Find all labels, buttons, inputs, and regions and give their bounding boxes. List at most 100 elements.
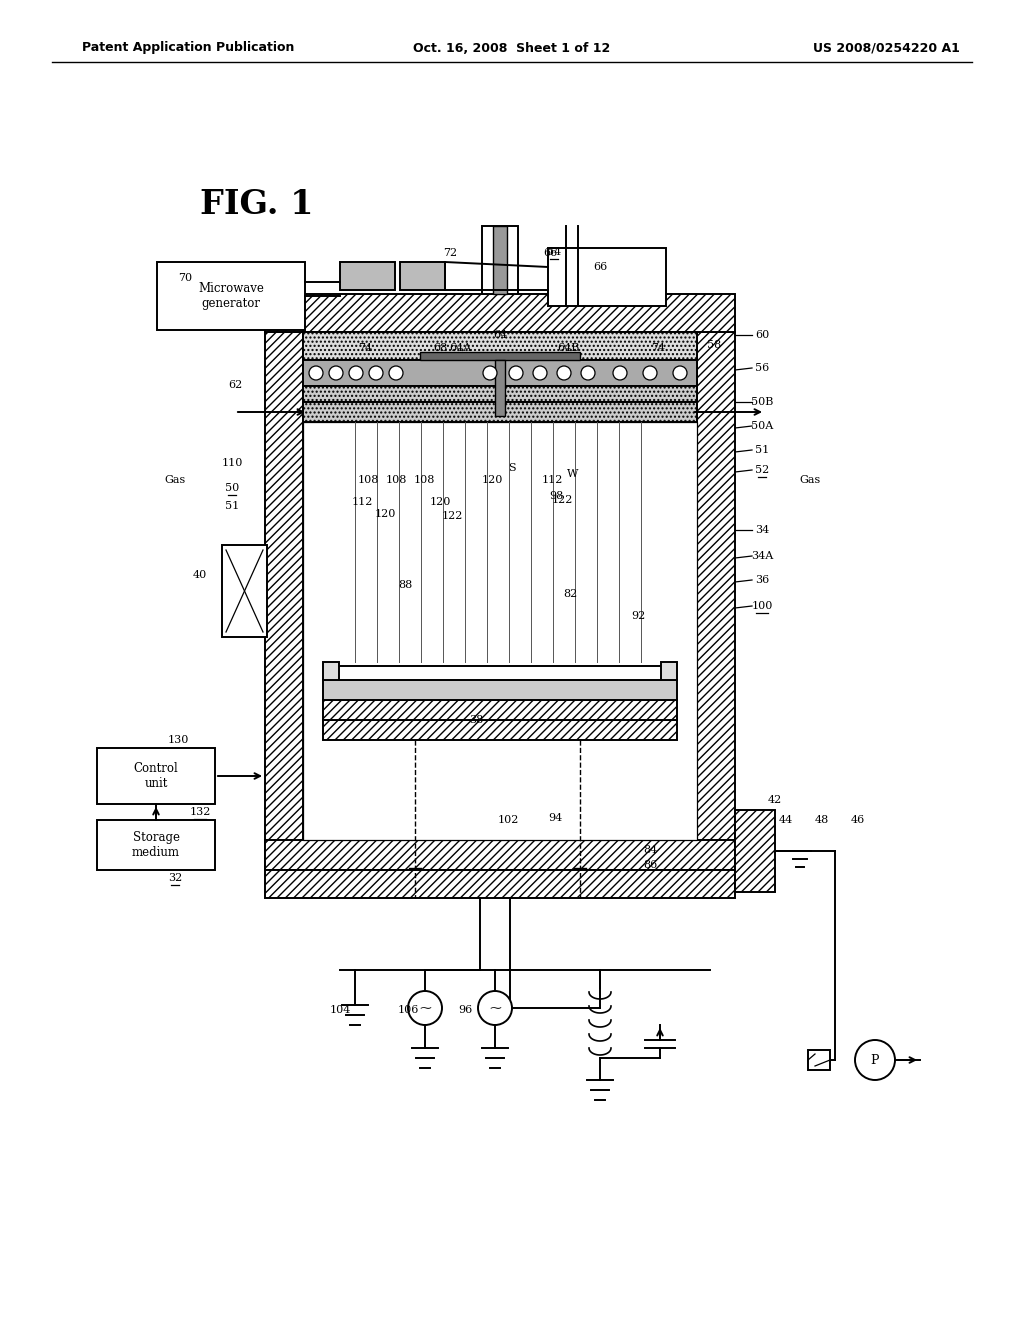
Text: 36: 36 xyxy=(755,576,769,585)
Text: 51: 51 xyxy=(225,502,240,511)
Bar xyxy=(482,226,518,294)
Text: 74: 74 xyxy=(651,343,665,352)
Text: 44: 44 xyxy=(779,814,794,825)
Text: 84: 84 xyxy=(643,845,657,855)
Text: 38: 38 xyxy=(469,715,483,725)
Text: W: W xyxy=(567,469,579,479)
Bar xyxy=(265,870,735,898)
Bar xyxy=(493,226,507,294)
Bar xyxy=(323,700,677,719)
Text: 34: 34 xyxy=(755,525,769,535)
Text: ~: ~ xyxy=(418,999,432,1016)
Bar xyxy=(303,422,697,840)
Text: 32: 32 xyxy=(168,873,182,883)
Text: 70: 70 xyxy=(178,273,193,282)
Bar xyxy=(735,810,775,892)
Text: Microwave
generator: Microwave generator xyxy=(198,282,264,310)
Bar xyxy=(265,333,303,870)
Text: 62: 62 xyxy=(228,380,242,389)
Text: 58: 58 xyxy=(707,341,721,350)
Text: 112: 112 xyxy=(351,498,373,507)
Text: P: P xyxy=(870,1053,880,1067)
Circle shape xyxy=(389,366,403,380)
Text: 108: 108 xyxy=(414,475,434,484)
Circle shape xyxy=(673,366,687,380)
Text: 102: 102 xyxy=(498,814,519,825)
Circle shape xyxy=(408,991,442,1026)
Text: ~: ~ xyxy=(488,999,502,1016)
Text: 60: 60 xyxy=(755,330,769,341)
Text: Patent Application Publication: Patent Application Publication xyxy=(82,41,294,54)
Text: 132: 132 xyxy=(189,807,211,817)
Text: 88: 88 xyxy=(398,579,412,590)
Text: 120: 120 xyxy=(429,498,451,507)
Bar xyxy=(222,545,267,638)
Bar xyxy=(265,294,735,333)
Text: 120: 120 xyxy=(481,475,503,484)
Bar xyxy=(157,261,305,330)
Bar xyxy=(303,360,697,385)
Bar xyxy=(338,667,662,680)
Circle shape xyxy=(478,991,512,1026)
Circle shape xyxy=(509,366,523,380)
Bar xyxy=(662,663,677,680)
Text: Control
unit: Control unit xyxy=(133,762,178,789)
Bar xyxy=(400,261,445,290)
Text: 51: 51 xyxy=(755,445,769,455)
Text: 94: 94 xyxy=(548,813,562,822)
Text: Gas: Gas xyxy=(165,475,185,484)
Bar xyxy=(97,820,215,870)
Text: 108: 108 xyxy=(385,475,407,484)
Bar xyxy=(303,333,697,360)
Bar xyxy=(548,248,666,306)
Text: 64: 64 xyxy=(493,330,507,341)
Text: 110: 110 xyxy=(221,458,243,469)
Text: 66: 66 xyxy=(593,261,607,272)
Text: 64B: 64B xyxy=(557,343,580,352)
Circle shape xyxy=(369,366,383,380)
Text: 92: 92 xyxy=(631,611,645,620)
Text: 98: 98 xyxy=(549,491,563,502)
Text: 104: 104 xyxy=(330,1005,350,1015)
Text: 86: 86 xyxy=(643,861,657,870)
Text: US 2008/0254220 A1: US 2008/0254220 A1 xyxy=(813,41,961,54)
Bar xyxy=(697,333,735,870)
Text: 56: 56 xyxy=(755,363,769,374)
Text: 34A: 34A xyxy=(751,550,773,561)
Text: 74: 74 xyxy=(358,343,372,352)
Bar xyxy=(303,385,697,403)
Text: S: S xyxy=(508,463,516,473)
Text: Oct. 16, 2008  Sheet 1 of 12: Oct. 16, 2008 Sheet 1 of 12 xyxy=(414,41,610,54)
Circle shape xyxy=(613,366,627,380)
Bar xyxy=(323,663,339,680)
Text: 54: 54 xyxy=(547,247,561,257)
Bar xyxy=(340,261,395,290)
Text: 100: 100 xyxy=(752,601,773,611)
Text: 120: 120 xyxy=(375,510,395,519)
Circle shape xyxy=(534,366,547,380)
Text: 122: 122 xyxy=(551,495,572,506)
Text: 46: 46 xyxy=(851,814,865,825)
Text: Storage
medium: Storage medium xyxy=(132,832,180,859)
Text: 64A: 64A xyxy=(449,343,471,352)
Text: 42: 42 xyxy=(768,795,782,805)
Text: 68: 68 xyxy=(433,343,447,352)
Text: 50: 50 xyxy=(225,483,240,492)
Text: 52: 52 xyxy=(755,465,769,475)
Bar xyxy=(495,360,505,416)
Text: 72: 72 xyxy=(443,248,457,257)
Text: 106: 106 xyxy=(397,1005,419,1015)
Text: 66: 66 xyxy=(543,248,557,257)
Text: 50B: 50B xyxy=(751,397,773,407)
Bar xyxy=(97,748,215,804)
Bar xyxy=(323,680,677,700)
Circle shape xyxy=(309,366,323,380)
Text: 122: 122 xyxy=(441,511,463,521)
Circle shape xyxy=(643,366,657,380)
Text: 50A: 50A xyxy=(751,421,773,432)
Circle shape xyxy=(483,366,497,380)
Bar xyxy=(323,719,677,741)
Text: FIG. 1: FIG. 1 xyxy=(200,189,313,222)
Text: 40: 40 xyxy=(193,570,207,579)
Bar xyxy=(265,840,735,870)
